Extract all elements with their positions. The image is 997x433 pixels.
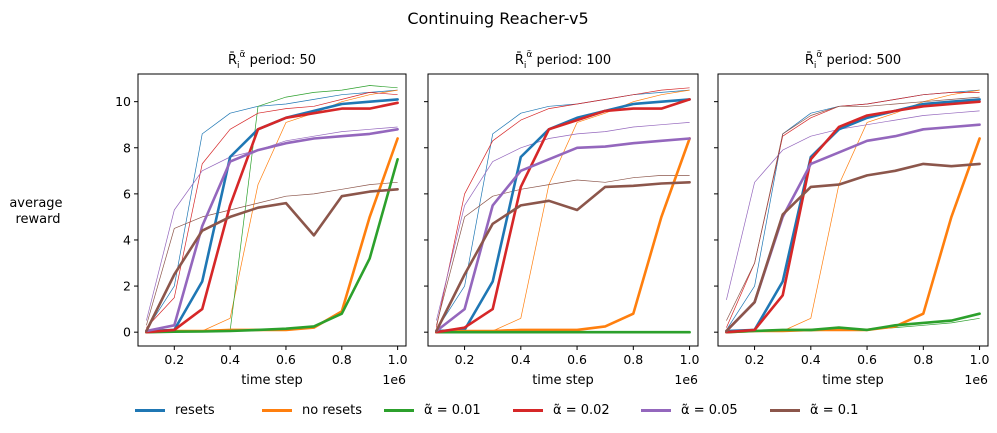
panel-3: R̄iα̃ period: 500 0.2 0.4 0.6 0.8 1.0 time ste…: [714, 50, 990, 388]
x-tick-label: 0.4: [220, 352, 240, 367]
y-tick-label: 4: [123, 232, 131, 247]
chart-title: Continuing Reacher-v5: [407, 9, 588, 28]
x-offset-label: 1e6: [964, 372, 988, 387]
series-line: [435, 98, 691, 334]
y-tick-label: 10: [115, 94, 131, 109]
series-line: [725, 123, 981, 333]
x-tick-label: 0.4: [511, 352, 531, 367]
legend-label: α̃ = 0.02: [553, 402, 610, 418]
run-line: [726, 96, 980, 321]
legend: resets no resets α̃ = 0.01 α̃ = 0.02 α̃ = 0.…: [0, 398, 997, 422]
y-axis-label: average reward: [9, 196, 66, 227]
x-tick-label: 0.6: [276, 352, 296, 367]
series-line: [145, 128, 399, 333]
series-line: [725, 312, 981, 334]
panel-2: R̄iα̃ period: 100 0.2 0.4 0.6 0.8 1.0 time ste…: [424, 50, 700, 388]
series-line: [725, 137, 981, 334]
legend-item: α̃ = 0.01: [384, 398, 481, 422]
x-tick-label: 0.8: [913, 352, 933, 367]
x-offset-label: 1e6: [382, 372, 406, 387]
legend-item: α̃ = 0.05: [641, 398, 738, 422]
run-line: [436, 122, 690, 321]
legend-swatch: [135, 408, 165, 412]
legend-swatch: [384, 408, 414, 412]
series-line: [725, 162, 981, 333]
y-tick-label: 6: [123, 186, 131, 201]
legend-item: α̃ = 0.02: [513, 398, 610, 422]
legend-label: α̃ = 0.1: [810, 402, 859, 418]
x-axis-label: time step: [532, 373, 594, 388]
legend-item: resets: [135, 398, 215, 422]
axes-frame: [717, 73, 989, 347]
legend-label: no resets: [302, 402, 363, 418]
x-tick-label: 0.8: [332, 352, 352, 367]
series-line: [435, 137, 691, 333]
x-tick-label: 0.4: [801, 352, 821, 367]
legend-item: α̃ = 0.1: [770, 398, 858, 422]
x-tick-label: 0.8: [623, 352, 643, 367]
x-tick-label: 0.6: [567, 352, 587, 367]
run-line: [436, 89, 690, 331]
x-tick-label: 0.2: [745, 352, 765, 367]
x-tick-label: 1.0: [970, 352, 990, 367]
run-line: [726, 89, 980, 333]
series-line: [435, 137, 691, 334]
legend-label: α̃ = 0.01: [424, 402, 481, 418]
run-line: [146, 89, 398, 331]
legend-label: α̃ = 0.05: [681, 402, 738, 418]
x-tick-label: 1.0: [680, 352, 700, 367]
series-line: [435, 181, 691, 333]
series-line: [145, 101, 399, 334]
y-tick-label: 8: [123, 140, 131, 155]
run-line: [726, 110, 980, 300]
series-line: [145, 188, 399, 333]
series-lines: [435, 87, 691, 334]
legend-swatch: [641, 408, 671, 412]
legend-item: no resets: [262, 398, 362, 422]
x-axis-label: time step: [241, 373, 303, 388]
panel-title: R̄iα̃ period: 50: [228, 50, 316, 71]
x-tick-label: 0.6: [857, 352, 877, 367]
series-line: [725, 100, 981, 334]
run-line: [146, 181, 398, 326]
run-line: [146, 89, 398, 333]
series-line: [725, 98, 981, 333]
panel-title: R̄iα̃ period: 500: [805, 50, 901, 71]
x-tick-label: 0.2: [455, 352, 475, 367]
y-tick-label: 0: [123, 325, 131, 340]
y-axis-label-line1: average: [9, 196, 62, 211]
x-offset-label: 1e6: [674, 372, 698, 387]
x-axis-label: time step: [822, 373, 884, 388]
series-lines: [145, 85, 399, 334]
series-line: [145, 158, 399, 334]
series-line: [435, 98, 691, 333]
legend-swatch: [770, 408, 800, 412]
axes-frame: [427, 73, 699, 347]
run-line: [726, 89, 980, 331]
y-axis-label-line2: reward: [15, 212, 60, 227]
legend-swatch: [513, 408, 543, 412]
x-tick-label: 1.0: [388, 352, 408, 367]
panel-title: R̄iα̃ period: 100: [515, 50, 611, 71]
legend-label: resets: [175, 402, 215, 418]
legend-swatch: [262, 408, 292, 412]
run-line: [146, 92, 398, 328]
run-line: [436, 89, 690, 333]
run-line: [436, 87, 690, 328]
panel-1: R̄iα̃ period: 50 0.2 0.4 0.6 0.8 1.0 0 2 4 6 8 10 ti…: [115, 50, 408, 388]
series-lines: [725, 89, 981, 334]
x-tick-label: 0.2: [164, 352, 184, 367]
series-line: [145, 137, 399, 334]
y-tick-label: 2: [123, 279, 131, 294]
axes-frame: [137, 73, 407, 347]
run-line: [436, 175, 690, 326]
